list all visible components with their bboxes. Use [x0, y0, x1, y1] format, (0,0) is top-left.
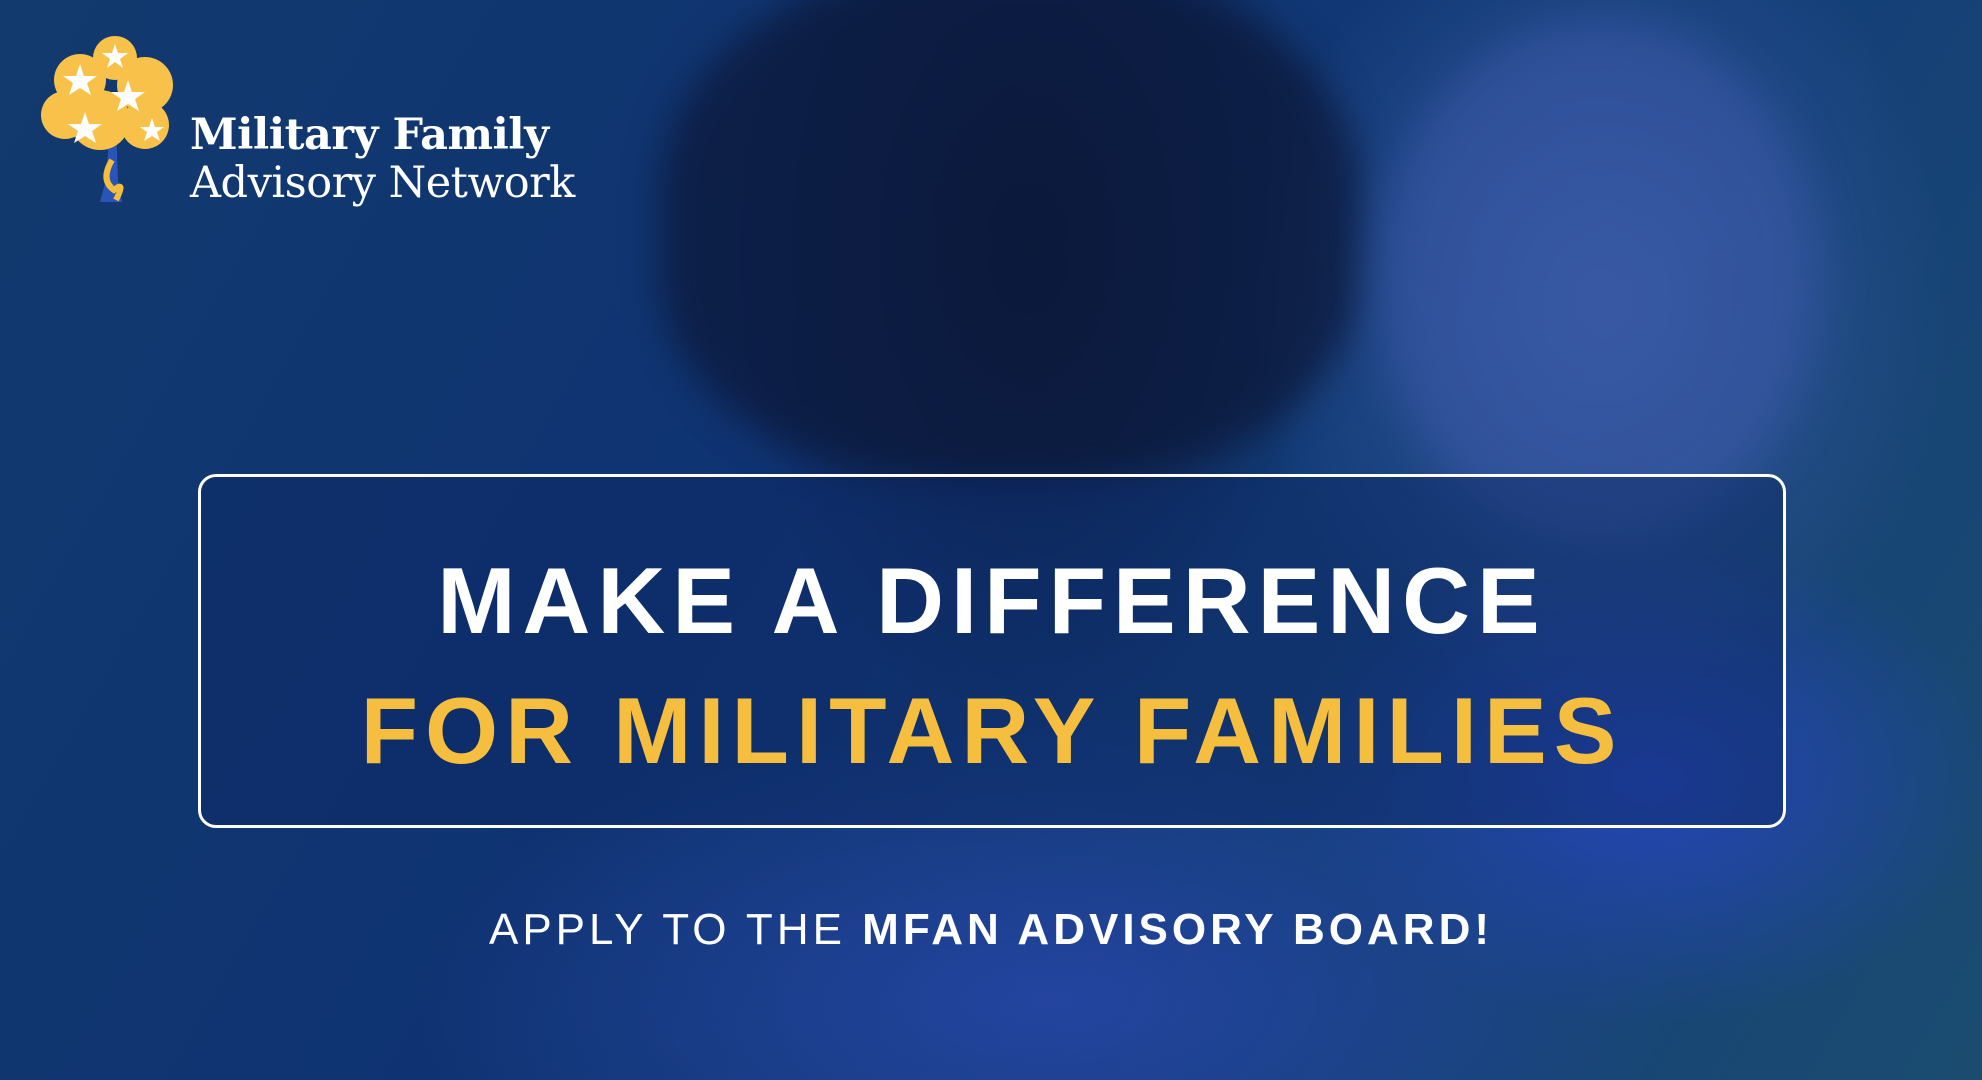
cta-emphasis: MFAN ADVISORY BOARD! — [862, 905, 1494, 954]
headline-box: MAKE A DIFFERENCE FOR MILITARY FAMILIES — [198, 474, 1786, 828]
cta-text[interactable]: APPLY TO THE MFAN ADVISORY BOARD! — [0, 905, 1982, 955]
headline-line2: FOR MILITARY FAMILIES — [360, 678, 1624, 783]
logo-text-line1: Military Family — [190, 110, 549, 160]
background-photo-child — [1380, 20, 1820, 540]
star-tree-ribbon-icon — [41, 36, 173, 202]
logo-text-line2: Advisory Network — [190, 158, 575, 208]
mfan-logo[interactable]: Military Family Advisory Network — [40, 30, 600, 215]
background-photo-soldier — [660, 0, 1360, 480]
cta-prefix: APPLY TO THE — [488, 905, 863, 954]
headline-line1: MAKE A DIFFERENCE — [437, 548, 1547, 653]
